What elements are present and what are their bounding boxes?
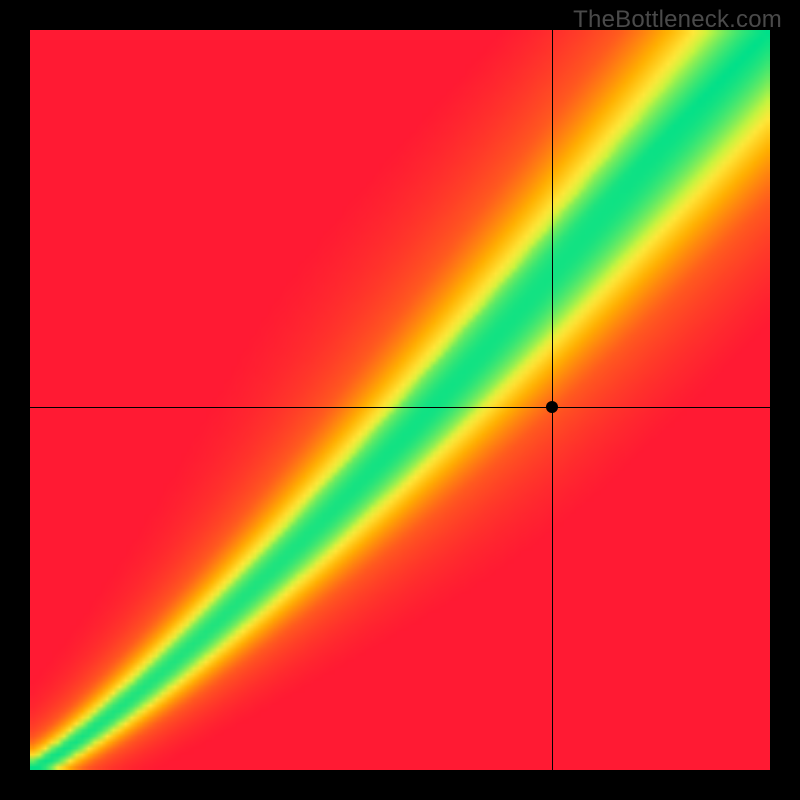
chart-frame: TheBottleneck.com <box>0 0 800 800</box>
plot-area <box>30 30 770 770</box>
crosshair-vertical <box>552 30 553 770</box>
crosshair-marker <box>546 401 558 413</box>
watermark-text: TheBottleneck.com <box>573 6 782 34</box>
bottleneck-heatmap <box>30 30 770 770</box>
crosshair-horizontal <box>30 407 770 408</box>
